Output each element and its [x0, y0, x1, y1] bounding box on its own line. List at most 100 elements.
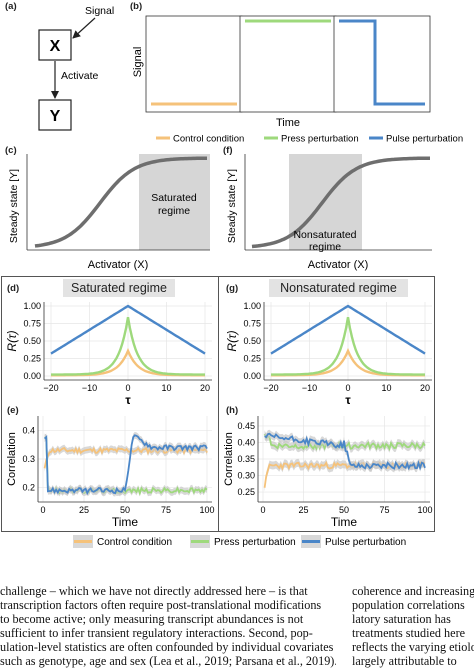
y-tick-label: 0.25: [243, 354, 261, 364]
x-axis-label: τ: [125, 393, 131, 406]
y-tick-label: 0.75: [23, 319, 41, 329]
press-autocorr-line: [271, 316, 425, 376]
panel-label-c: (c): [5, 145, 17, 156]
y-tick-label: 0.35: [237, 454, 255, 464]
body-text-right-line: reflects the varying etiolo: [352, 640, 474, 654]
body-text-left-line: sufficient to infer transient regulatory…: [0, 626, 313, 640]
legend-top: Control condition Press perturbation Pul…: [156, 134, 463, 145]
control-correlation-line: [43, 445, 208, 469]
y-tick-label: 0.45: [237, 421, 255, 431]
pulse-correlation-line: [264, 432, 426, 471]
panel-b-xlabel: Time: [276, 117, 300, 129]
y-tick-label: 1.00: [23, 301, 41, 311]
y-tick-label: 0.3: [22, 454, 35, 464]
y-tick-label: 0.2: [22, 483, 35, 493]
bottom-figure-divider: [218, 276, 220, 532]
legend-top-control-label: Control condition: [173, 134, 244, 145]
y-axis-label: R(τ): [225, 330, 239, 351]
pulse-autocorr-line: [270, 304, 426, 355]
legend-bottom-pulse-label: Pulse perturbation: [325, 537, 406, 548]
panel-label-d: (d): [7, 283, 20, 294]
signal-label: Signal: [85, 5, 114, 17]
pulse-signal-line: [339, 19, 425, 106]
pulse-correlation-line-ribbon: [264, 429, 425, 473]
x-tick-label: 75: [379, 505, 389, 515]
correlation-time-panel-e: 0.2 0.3 0.4 0 25 50 75 100 Correlation Time: [6, 416, 215, 529]
y-tick-label: 0.4: [22, 425, 35, 435]
x-tick-label: 20: [200, 383, 210, 393]
nonsaturated-region-label-line2: regime: [309, 241, 341, 253]
x-tick-label: 0: [40, 505, 45, 515]
node-y-box: [38, 99, 72, 131]
panel-label-f: (f): [223, 145, 233, 156]
pulse-correlation-line: [43, 434, 208, 496]
x-tick-label: 0: [345, 383, 350, 393]
saturation-curve-c: [34, 156, 207, 248]
y-tick-label: 0.50: [23, 336, 41, 346]
panel-d-title: Saturated regime: [63, 279, 175, 297]
nonsaturated-region: [289, 154, 362, 250]
y-tick-label: 0.50: [243, 336, 261, 346]
x-tick-label: 100: [417, 505, 432, 515]
y-axis-label: Correlation: [6, 432, 18, 486]
saturation-panel-f: Steady state [Y] Nonsaturated regime Act…: [226, 154, 432, 271]
legend-top-press-label: Press perturbation: [281, 134, 359, 145]
signal-subplot-pulse: [333, 15, 431, 113]
saturation-panel-c: Steady state [Y] Saturated regime Activa…: [8, 154, 210, 271]
x-tick-label: 25: [79, 505, 89, 515]
y-tick-label: 0.00: [23, 371, 41, 381]
y-tick-label: 0.25: [237, 487, 255, 497]
y-axis-label: Correlation: [223, 432, 235, 486]
x-tick-label: 0: [125, 383, 130, 393]
x-axis-label: Time: [112, 515, 139, 529]
x-axis-label: τ: [345, 393, 351, 406]
panel-label-a: (a): [5, 1, 17, 12]
panel-label-e: (e): [7, 405, 19, 416]
activate-label: Activate: [61, 70, 99, 82]
y-tick-label: 0.75: [243, 319, 261, 329]
autocorrelation-panel-g: 0.00 0.25 0.50 0.75 1.00 −20 −10 0 10 20 R(τ) τ: [225, 301, 432, 406]
body-text-right-line: treatments studied here: [352, 626, 466, 640]
y-tick-label: 1.00: [243, 301, 261, 311]
y-tick-label: 0.00: [243, 371, 261, 381]
panel-label-g: (g): [226, 283, 239, 294]
x-tick-label: 75: [161, 505, 171, 515]
signal-subplot-press: [239, 15, 337, 113]
node-x-label: X: [50, 38, 61, 55]
body-text-right-line: coherence and increasing: [352, 584, 474, 598]
diagram-panel-a: X Y Activate Signal: [38, 5, 114, 131]
panel-f-ylabel: Steady state [Y]: [226, 169, 238, 243]
x-tick-label: −20: [263, 383, 278, 393]
x-tick-label: −20: [43, 383, 58, 393]
y-tick-label: 0.40: [237, 437, 255, 447]
panel-f-xlabel: Activator (X): [308, 259, 369, 271]
x-tick-label: −10: [302, 383, 317, 393]
legend-top-pulse-label: Pulse perturbation: [386, 134, 463, 145]
x-tick-label: 100: [199, 505, 214, 515]
saturation-curve-f: [251, 156, 430, 249]
node-y-label: Y: [50, 108, 61, 125]
signal-panel-b: Signal Time: [132, 15, 431, 129]
nonsaturated-region-label-line1: Nonsaturated: [293, 229, 356, 241]
saturated-region: [139, 154, 210, 250]
body-text-left-line: ulation-level statistics are often confo…: [0, 640, 334, 654]
signal-arrow: [72, 17, 96, 39]
body-text-left-line: to become active; only measuring transcr…: [0, 612, 304, 626]
pulse-autocorr-line: [50, 304, 206, 355]
saturated-region-label-line1: Saturated: [151, 192, 197, 204]
y-tick-label: 0.30: [237, 471, 255, 481]
signal-subplot-control: [145, 15, 243, 113]
body-text-right-line: latory saturation has: [352, 612, 451, 626]
saturated-region-label-line2: regime: [158, 205, 190, 217]
legend-bottom-control-label: Control condition: [97, 537, 172, 548]
x-tick-label: −10: [82, 383, 97, 393]
x-tick-label: 0: [260, 505, 265, 515]
panel-c-xlabel: Activator (X): [88, 259, 149, 271]
x-tick-label: 10: [161, 383, 171, 393]
x-tick-label: 50: [120, 505, 130, 515]
body-text-right-line: largely attributable to: [352, 654, 457, 668]
autocorrelation-panel-d: 0.00 0.25 0.50 0.75 1.00 −20 −10 0 10 20 R(τ) τ: [5, 301, 212, 406]
body-text-right-line: population correlations: [352, 598, 465, 612]
x-axis-label: Time: [331, 515, 358, 529]
body-text-left-line: challenge – which we have not directly a…: [0, 584, 308, 598]
